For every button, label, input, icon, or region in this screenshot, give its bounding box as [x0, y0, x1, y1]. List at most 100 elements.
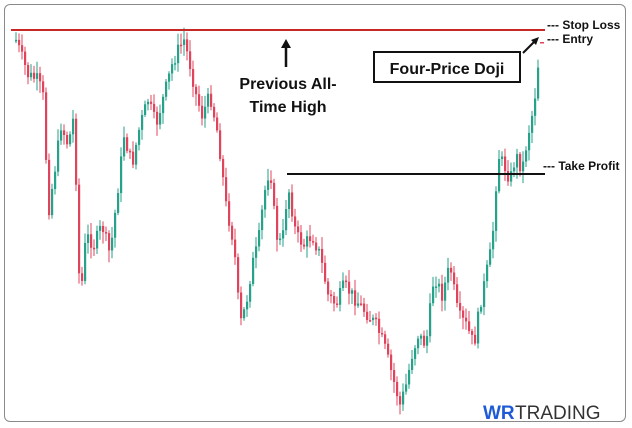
- candle-body: [78, 184, 81, 274]
- brand-wr: WR: [483, 403, 515, 422]
- stop-loss-label: --- Stop Loss: [547, 18, 621, 32]
- candle-body: [528, 132, 531, 151]
- candle-body: [450, 267, 453, 273]
- candle-body: [489, 249, 492, 265]
- candle-body: [282, 230, 285, 239]
- candle-body: [36, 73, 39, 79]
- candle-body: [93, 247, 96, 250]
- candle-body: [378, 318, 381, 333]
- take-profit-label: --- Take Profit: [543, 159, 619, 173]
- candle-body: [537, 67, 540, 99]
- candle-body: [21, 45, 24, 52]
- candle-body: [81, 273, 84, 281]
- candle-body: [111, 237, 114, 251]
- candle-body: [63, 130, 66, 136]
- candle-body: [501, 156, 504, 159]
- chart-frame: --- Stop Loss --- Entry --- Take Profit …: [4, 4, 626, 422]
- candle-body: [468, 321, 471, 332]
- candle-body: [414, 348, 417, 359]
- candle-body: [237, 257, 240, 293]
- candle-body: [393, 370, 396, 382]
- pattern-callout-label: Four-Price Doji: [390, 61, 505, 78]
- candle-body: [171, 64, 174, 74]
- candle-body: [453, 272, 456, 285]
- candle-body: [135, 144, 138, 165]
- candle-body: [57, 140, 60, 172]
- brand-trading: TRADING: [515, 403, 601, 422]
- candle-body: [45, 92, 48, 160]
- candle-body: [258, 230, 261, 247]
- candle-body: [219, 130, 222, 159]
- candle-body: [117, 193, 120, 213]
- candle-body: [327, 281, 330, 295]
- candle-body: [231, 225, 234, 240]
- candle-body: [18, 39, 21, 46]
- entry-label: --- Entry: [547, 32, 593, 46]
- candle-body: [51, 188, 54, 216]
- candle-body: [462, 310, 465, 318]
- candle-body: [156, 111, 159, 125]
- candle-body: [507, 171, 510, 182]
- candle-body: [183, 39, 186, 45]
- previous-high-line2: Time High: [249, 99, 326, 116]
- candle-body: [396, 381, 399, 397]
- candle-body: [318, 248, 321, 251]
- candle-body: [516, 153, 519, 168]
- candle-body: [174, 63, 177, 65]
- candle-body: [531, 115, 534, 133]
- candle-body: [102, 226, 105, 233]
- arrow-icon: [522, 37, 539, 54]
- candle-body: [492, 230, 495, 250]
- candle-body: [186, 39, 189, 52]
- candle-body: [417, 338, 420, 349]
- candle-body: [162, 96, 165, 114]
- candle-body: [27, 65, 30, 78]
- candle-body: [333, 296, 336, 304]
- candle-body: [402, 391, 405, 405]
- candle-body: [120, 156, 123, 194]
- candle-body: [411, 358, 414, 370]
- candle-body: [351, 290, 354, 294]
- candlestick-chart: --- Stop Loss --- Entry --- Take Profit …: [11, 18, 621, 422]
- candle-body: [495, 191, 498, 231]
- candle-body: [276, 205, 279, 240]
- candle-body: [336, 303, 339, 305]
- candle-body: [483, 281, 486, 307]
- candle-body: [240, 292, 243, 319]
- candle-body: [165, 81, 168, 97]
- candle-body: [363, 303, 366, 312]
- candle-body: [390, 354, 393, 371]
- candle-body: [360, 303, 363, 305]
- candle-body: [33, 72, 36, 79]
- candle-body: [267, 180, 270, 190]
- candle-body: [480, 306, 483, 312]
- candle-body: [90, 234, 93, 248]
- candle-body: [54, 171, 57, 189]
- candle-body: [15, 39, 18, 42]
- candle-body: [42, 81, 45, 93]
- candle-body: [312, 241, 315, 243]
- candle-body: [264, 189, 267, 210]
- candle-body: [132, 151, 135, 165]
- candle-body: [438, 283, 441, 287]
- candle-body: [315, 242, 318, 251]
- candle-body: [357, 303, 360, 306]
- candle-body: [294, 216, 297, 227]
- candle-body: [99, 226, 102, 231]
- candle-body: [405, 384, 408, 392]
- candle-body: [339, 288, 342, 305]
- candle-body: [474, 334, 477, 344]
- candle-body: [189, 51, 192, 70]
- candle-body: [372, 317, 375, 321]
- candle-body: [255, 246, 258, 258]
- candle-body: [369, 320, 372, 322]
- candle-body: [321, 248, 324, 263]
- candle-body: [192, 69, 195, 87]
- candle-body: [306, 236, 309, 247]
- candle-body: [114, 212, 117, 238]
- candle-body: [24, 51, 27, 66]
- candle-body: [195, 86, 198, 95]
- candle-body: [201, 105, 204, 119]
- candle-body: [288, 192, 291, 210]
- candle-body: [144, 104, 147, 115]
